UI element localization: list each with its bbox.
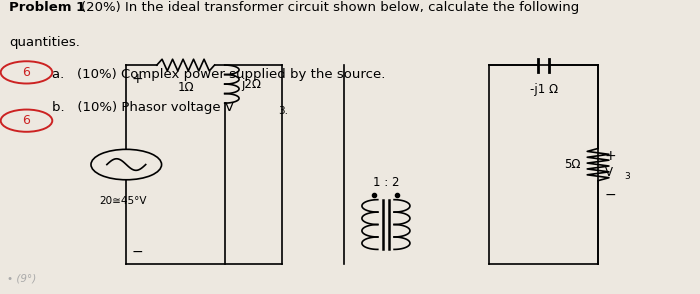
Text: (20%) In the ideal transformer circuit shown below, calculate the following: (20%) In the ideal transformer circuit s… [80,1,579,14]
Text: b.   (10%) Phasor voltage V: b. (10%) Phasor voltage V [52,101,234,114]
Text: 1 : 2: 1 : 2 [372,176,399,188]
Text: -j1 Ω: -j1 Ω [530,83,558,96]
Text: 3: 3 [624,172,629,181]
Text: 5Ω: 5Ω [565,158,581,171]
Text: −: − [605,188,617,202]
Text: 20≅45°V: 20≅45°V [99,196,146,206]
Text: a.   (10%) Complex power supplied by the source.: a. (10%) Complex power supplied by the s… [52,68,385,81]
Text: Problem 1: Problem 1 [9,1,85,14]
Text: j2Ω: j2Ω [241,78,262,91]
Text: V: V [605,166,613,179]
Text: +: + [605,149,617,163]
Text: 3.: 3. [278,106,288,116]
Text: 1Ω: 1Ω [177,81,194,94]
Text: +: + [132,72,144,86]
Text: −: − [132,245,144,259]
Text: quantities.: quantities. [9,36,80,49]
Text: • (9°): • (9°) [8,273,36,283]
Text: 6: 6 [22,66,30,79]
Text: 6: 6 [22,114,30,127]
